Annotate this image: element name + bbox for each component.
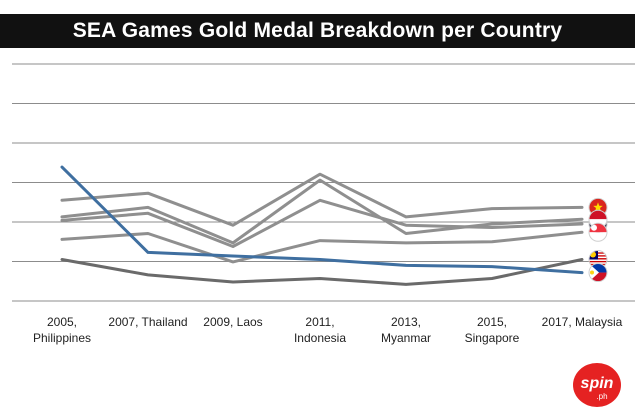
series-lines xyxy=(60,165,584,286)
logo-subtext: .ph xyxy=(596,392,607,401)
series-line-philippines xyxy=(60,165,584,275)
x-tick-label: 2011, xyxy=(305,315,334,329)
philippines-flag-icon xyxy=(588,263,608,283)
x-tick-label: 2015, xyxy=(477,315,507,329)
x-tick-label: 2009, Laos xyxy=(203,315,262,329)
singapore-flag-icon xyxy=(588,222,608,242)
series-line-malaysia xyxy=(60,258,584,286)
x-tick-label: Myanmar xyxy=(381,331,431,345)
x-tick-label: 2017, Malaysia xyxy=(542,315,623,329)
x-tick-label: Indonesia xyxy=(294,331,346,345)
x-tick-label: Singapore xyxy=(465,331,520,345)
spin-logo: spin .ph xyxy=(573,363,621,407)
series-line-indonesia xyxy=(60,178,584,245)
chart-title: SEA Games Gold Medal Breakdown per Count… xyxy=(0,14,635,48)
series-line-vietnam xyxy=(60,172,584,227)
x-tick-label: 2005, xyxy=(47,315,77,329)
x-axis-labels: 2005, Philippines 2007, Thailand 2009, Laos… xyxy=(33,315,623,345)
x-tick-label: Philippines xyxy=(33,331,91,345)
x-tick-label: 2013, xyxy=(391,315,421,329)
x-tick-label: 2007, Thailand xyxy=(108,315,187,329)
logo-text: spin xyxy=(581,375,614,392)
legend-flags xyxy=(588,197,608,283)
series-line-thailand xyxy=(60,198,584,248)
series-line-singapore xyxy=(60,230,584,264)
